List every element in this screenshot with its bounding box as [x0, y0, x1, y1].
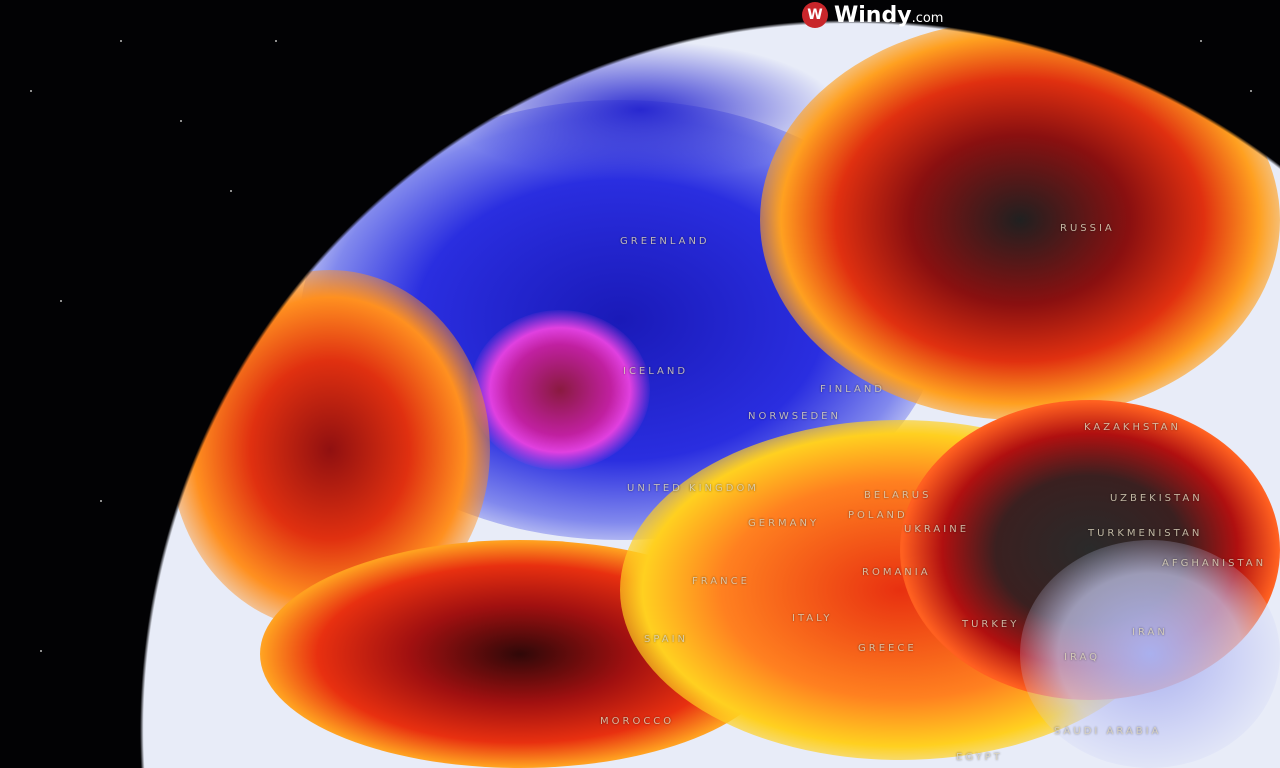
- country-label-iraq: IRAQ: [1064, 652, 1101, 663]
- windy-logo-icon: W: [802, 2, 828, 28]
- country-label-germany: GERMANY: [748, 518, 820, 529]
- country-label-ukraine: UKRAINE: [904, 524, 970, 535]
- globe[interactable]: [140, 20, 1280, 768]
- country-label-poland: POLAND: [848, 510, 908, 521]
- star: [30, 90, 32, 92]
- country-label-egypt: EGYPT: [956, 752, 1003, 763]
- country-label-russia: RUSSIA: [1060, 223, 1115, 234]
- country-label-belarus: BELARUS: [864, 490, 932, 501]
- star: [60, 300, 62, 302]
- country-label-turkmenistan: TURKMENISTAN: [1088, 528, 1203, 539]
- country-label-romania: ROMANIA: [862, 567, 931, 578]
- country-label-morocco: MOROCCO: [600, 716, 675, 727]
- country-label-afghanistan: AFGHANISTAN: [1162, 558, 1267, 569]
- country-label-greece: GREECE: [858, 643, 917, 654]
- windy-logo[interactable]: W Windy.com: [802, 2, 943, 28]
- country-label-france: FRANCE: [692, 576, 750, 587]
- country-label-italy: ITALY: [792, 613, 833, 624]
- country-label-uzbekistan: UZBEKISTAN: [1110, 493, 1203, 504]
- country-label-uk: UNITED KINGDOM: [627, 483, 759, 494]
- star: [120, 40, 122, 42]
- warm-anomaly-russia: [760, 20, 1280, 420]
- country-label-saudi: SAUDI ARABIA: [1054, 726, 1162, 737]
- star: [40, 650, 42, 652]
- country-label-kazakhstan: KAZAKHSTAN: [1084, 422, 1181, 433]
- country-label-spain: SPAIN: [644, 634, 689, 645]
- country-label-iran: IRAN: [1132, 627, 1168, 638]
- country-label-iceland: ICELAND: [623, 366, 689, 377]
- star: [100, 500, 102, 502]
- cool-anomaly-middle-east: [1020, 540, 1280, 768]
- country-label-greenland: GREENLAND: [620, 236, 710, 247]
- country-label-norway_sweden: NORWSEDEN: [748, 411, 841, 422]
- country-label-finland: FINLAND: [820, 384, 886, 395]
- country-label-turkey: TURKEY: [962, 619, 1020, 630]
- cyclone-core: [470, 310, 650, 470]
- brand-name: Windy.com: [834, 2, 944, 28]
